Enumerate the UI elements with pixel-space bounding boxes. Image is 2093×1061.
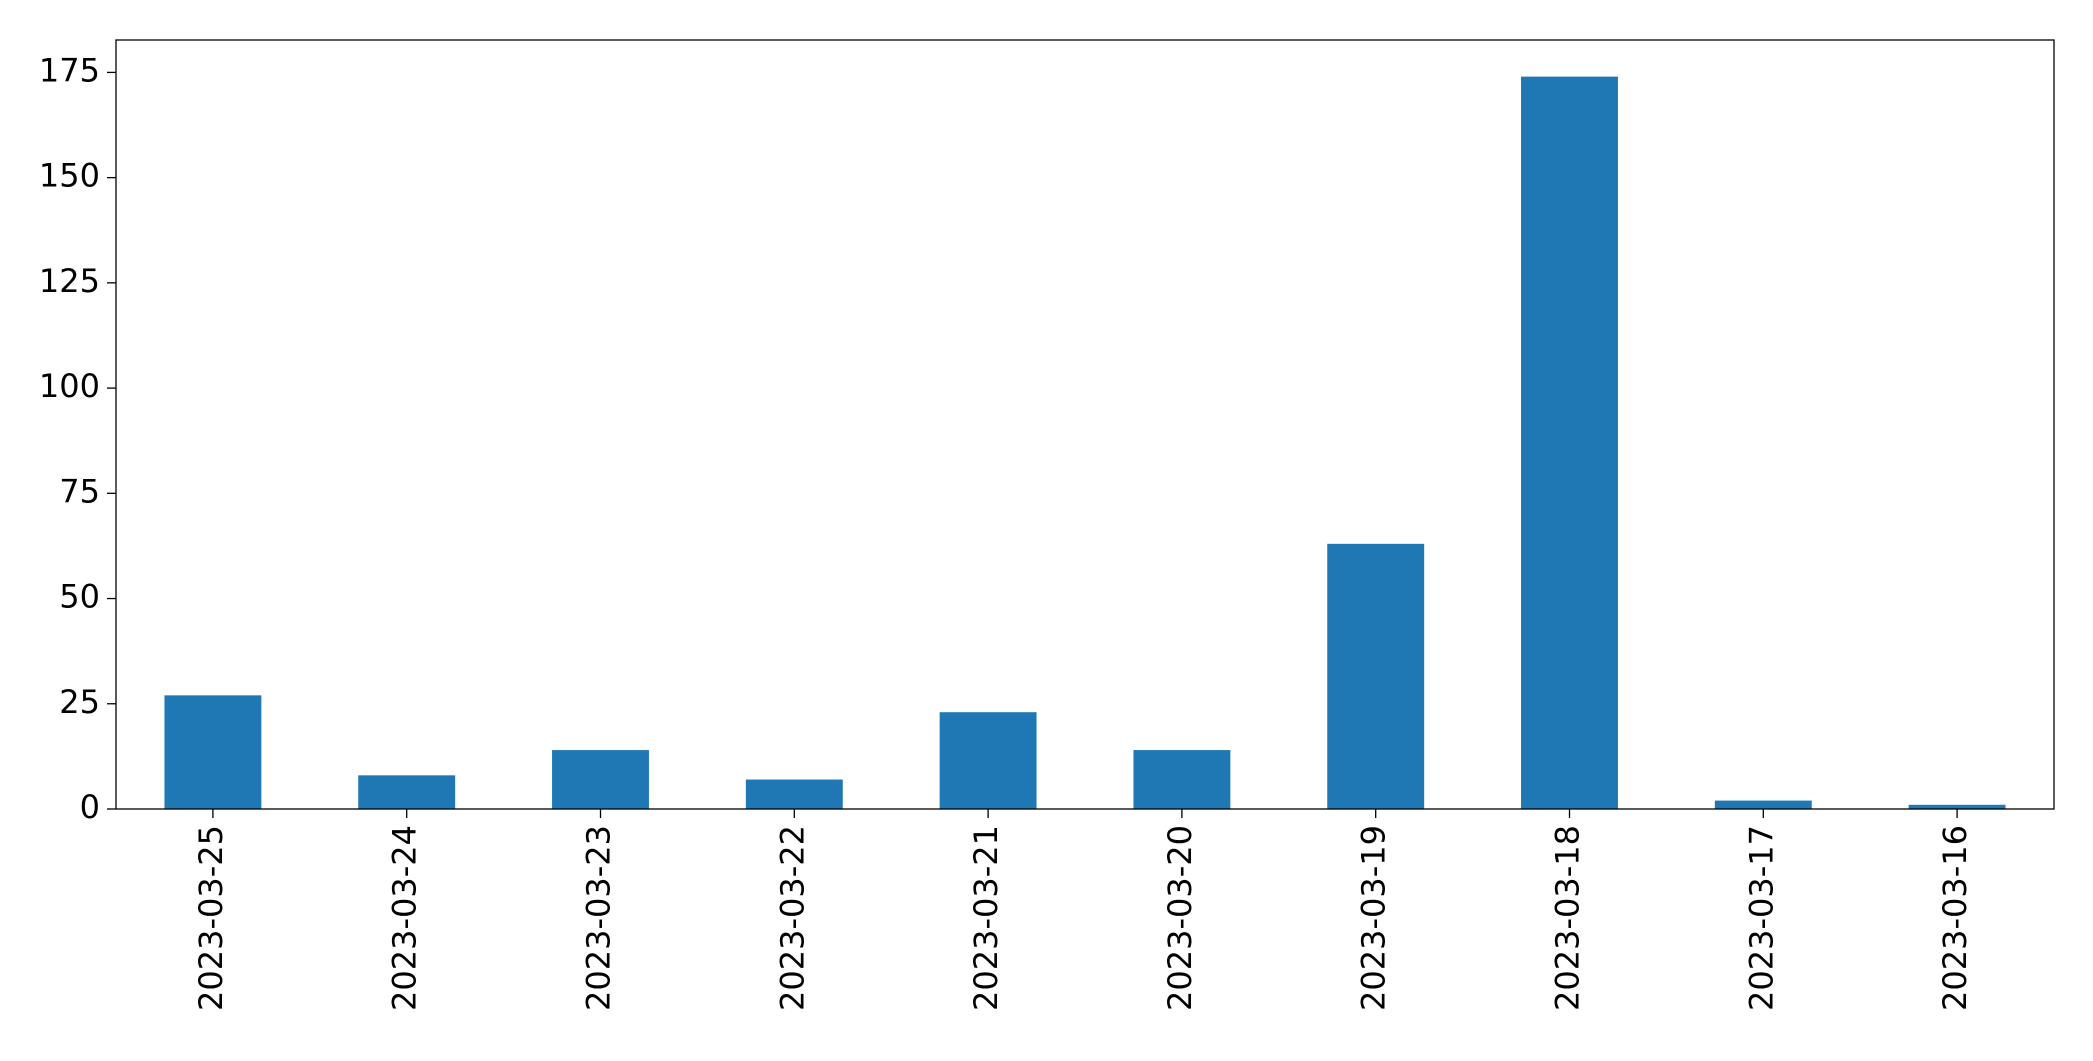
x-tick-label: 2023-03-16 (1936, 825, 1974, 1011)
bar (1133, 750, 1231, 809)
bar (1521, 76, 1618, 810)
y-tick-label: 175 (39, 51, 100, 89)
x-tick-label: 2023-03-17 (1742, 825, 1780, 1011)
bar (164, 695, 262, 809)
y-tick-label: 25 (59, 683, 100, 721)
x-tick-label: 2023-03-22 (773, 825, 811, 1011)
x-tick-label: 2023-03-24 (386, 825, 424, 1011)
x-tick-label: 2023-03-19 (1355, 825, 1393, 1011)
y-tick-label: 0 (80, 788, 100, 826)
x-tick-label: 2023-03-18 (1549, 825, 1587, 1011)
bar (358, 775, 456, 809)
x-tick-label: 2023-03-23 (580, 825, 618, 1011)
y-tick-label: 100 (39, 367, 100, 405)
bar (1327, 543, 1425, 809)
y-tick-label: 150 (39, 157, 100, 195)
y-tick-label: 125 (39, 262, 100, 300)
bar (1714, 800, 1812, 809)
y-tick-label: 50 (59, 578, 100, 616)
bar (745, 779, 843, 809)
bar (939, 712, 1037, 809)
bar (1908, 804, 2006, 809)
plot-frame (115, 39, 2055, 810)
y-tick-label: 75 (59, 472, 100, 510)
x-tick-label: 2023-03-20 (1161, 825, 1199, 1011)
bar (552, 750, 649, 809)
x-tick-label: 2023-03-25 (192, 825, 230, 1011)
x-tick-label: 2023-03-21 (967, 825, 1005, 1011)
